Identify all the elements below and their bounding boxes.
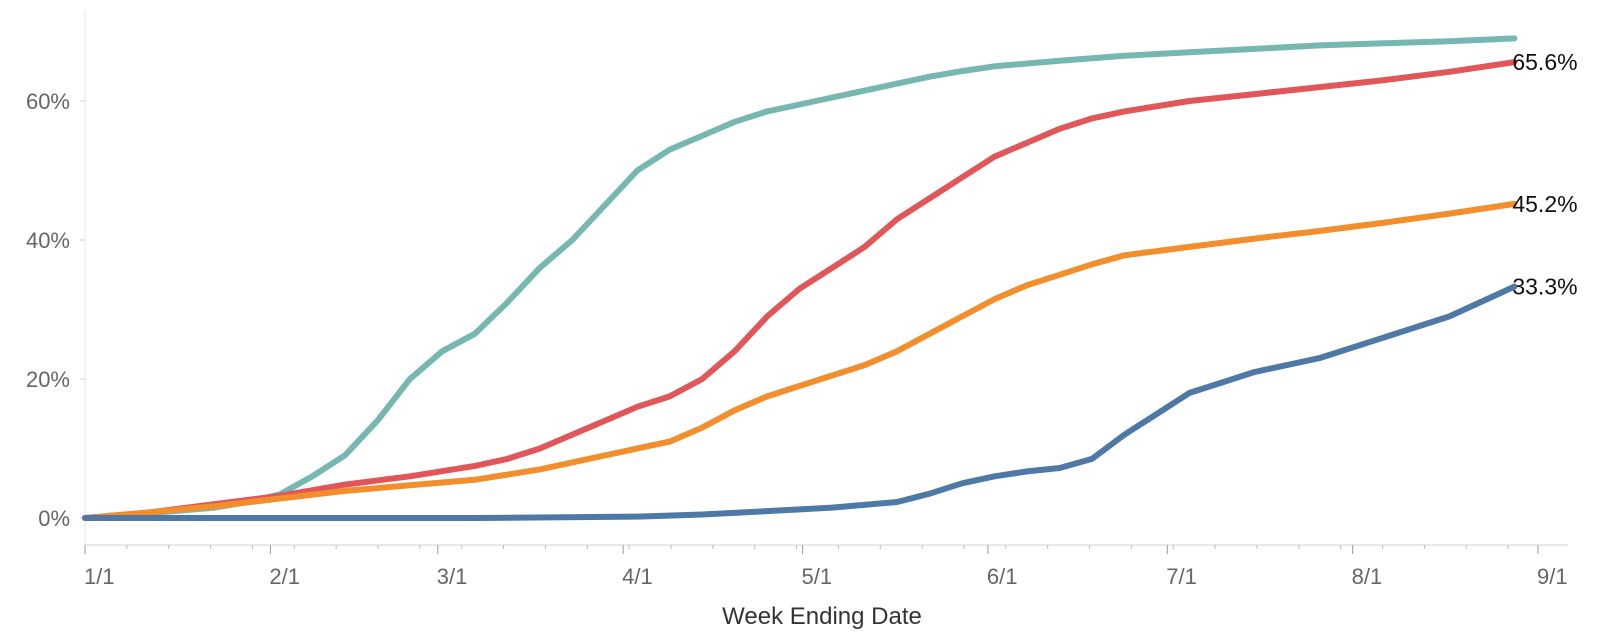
x-axis-title: Week Ending Date bbox=[722, 603, 922, 630]
y-tick-label: 40% bbox=[26, 228, 70, 253]
x-tick-label: 8/1 bbox=[1352, 564, 1383, 589]
x-tick-label: 4/1 bbox=[622, 564, 653, 589]
x-tick-label: 5/1 bbox=[802, 564, 833, 589]
x-tick-label: 2/1 bbox=[269, 564, 300, 589]
series-line-1 bbox=[82, 35, 1518, 521]
y-axis-labels: 0% 20% 40% 60% bbox=[26, 89, 85, 531]
x-tick-label: 1/1 bbox=[84, 564, 115, 589]
x-tick-label: 7/1 bbox=[1166, 564, 1197, 589]
x-tick-label: 6/1 bbox=[987, 564, 1018, 589]
y-tick-label: 20% bbox=[26, 367, 70, 392]
y-tick-label: 60% bbox=[26, 89, 70, 114]
axes bbox=[84, 10, 1568, 549]
end-value-label: 33.3% bbox=[1512, 274, 1577, 300]
x-axis-labels: 1/1 2/1 3/1 4/1 5/1 6/1 7/1 8/1 9/1 bbox=[84, 545, 1568, 589]
series-line-2 bbox=[82, 59, 1518, 521]
end-labels: 65.6% 45.2% 33.3% bbox=[1512, 49, 1577, 299]
series-line-3 bbox=[82, 200, 1518, 521]
y-tick-label: 0% bbox=[38, 506, 70, 531]
x-tick-label: 9/1 bbox=[1537, 564, 1568, 589]
series-lines bbox=[82, 35, 1518, 521]
end-value-label: 45.2% bbox=[1512, 191, 1577, 217]
end-value-label: 65.6% bbox=[1512, 49, 1577, 75]
x-tick-label: 3/1 bbox=[437, 564, 468, 589]
series-line-4 bbox=[82, 283, 1518, 521]
